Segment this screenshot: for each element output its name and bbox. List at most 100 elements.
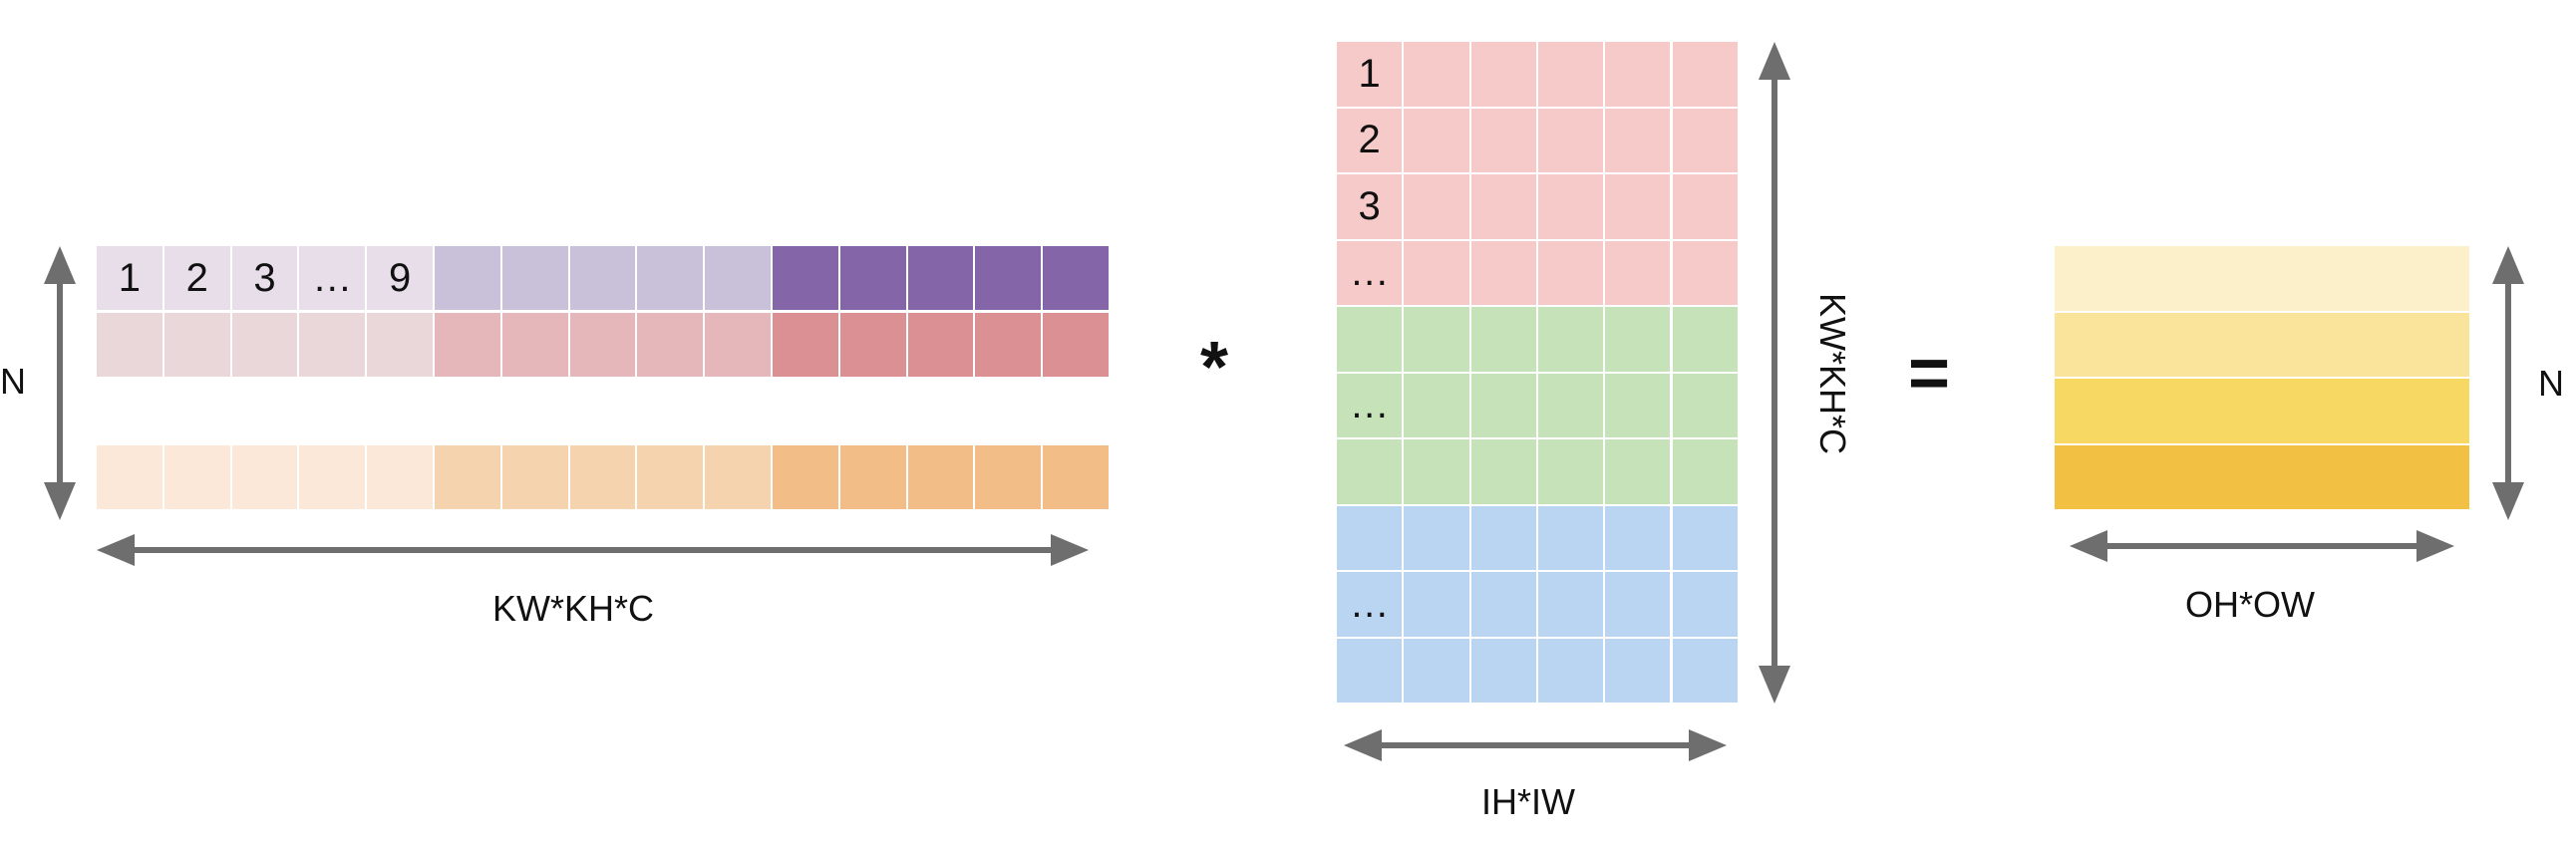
left-cell-r3-c7 — [501, 445, 568, 509]
left-cell-r3-c1 — [97, 445, 162, 509]
middle-cell-r2-c6 — [1672, 108, 1738, 172]
middle-cell-r7-c2 — [1404, 439, 1469, 504]
left-cell-r2-c10 — [705, 313, 771, 377]
middle-cell-r3-c2 — [1404, 174, 1469, 239]
middle-cell-r8-c5 — [1605, 505, 1671, 570]
left-cell-r3-c13 — [907, 445, 974, 509]
left-cell-r1-c14 — [975, 246, 1042, 310]
middle-cell-r5-c1 — [1337, 307, 1403, 372]
equals-operator: = — [1908, 334, 1951, 414]
middle-cell-r8-c3 — [1470, 505, 1536, 570]
multiply-operator: * — [1200, 328, 1229, 408]
middle-cell-r6-c4 — [1537, 373, 1604, 437]
middle-cell-r9-c6 — [1672, 572, 1738, 637]
middle-cell-r7-c4 — [1537, 439, 1604, 504]
right-height-arrow — [2492, 246, 2524, 520]
left-cell-r3-c11 — [773, 445, 838, 509]
middle-cell-r2-c1: 2 — [1337, 108, 1403, 172]
left-cell-r2-c8 — [569, 313, 636, 377]
middle-cell-r4-c2 — [1404, 240, 1469, 305]
middle-height-arrow — [1759, 42, 1790, 703]
right-height-label: N — [2538, 363, 2564, 404]
left-cell-r3-c6 — [435, 445, 500, 509]
left-cell-r2-c4 — [299, 313, 366, 377]
middle-cell-r2-c4 — [1537, 108, 1604, 172]
middle-cell-r7-c3 — [1470, 439, 1536, 504]
middle-cell-r1-c3 — [1470, 42, 1536, 107]
left-cell-r1-c13 — [907, 246, 974, 310]
left-cell-r3-c4 — [299, 445, 366, 509]
middle-cell-r6-c6 — [1672, 373, 1738, 437]
left-cell-r2-c3 — [231, 313, 298, 377]
middle-cell-r9-c2 — [1404, 572, 1469, 637]
middle-cell-r6-c3 — [1470, 373, 1536, 437]
left-cell-r2-c11 — [773, 313, 838, 377]
right-row-1 — [2055, 246, 2469, 311]
middle-cell-r9-c5 — [1605, 572, 1671, 637]
middle-cell-r5-c4 — [1537, 307, 1604, 372]
left-cell-r1-c8 — [569, 246, 636, 310]
middle-cell-r8-c2 — [1404, 505, 1469, 570]
middle-cell-r9-c4 — [1537, 572, 1604, 637]
left-width-label: KW*KH*C — [492, 588, 655, 629]
middle-cell-r1-c4 — [1537, 42, 1604, 107]
middle-width-arrow — [1344, 729, 1727, 761]
left-height-label: N — [0, 361, 26, 402]
middle-cell-r4-c3 — [1470, 240, 1536, 305]
middle-cell-r2-c5 — [1605, 108, 1671, 172]
middle-cell-r3-c5 — [1605, 174, 1671, 239]
middle-height-label: KW*KH*C — [1812, 292, 1853, 455]
middle-cell-r4-c6 — [1672, 240, 1738, 305]
left-cell-r1-c6 — [435, 246, 500, 310]
left-cell-r1-c15 — [1043, 246, 1109, 310]
middle-cell-r1-c6 — [1672, 42, 1738, 107]
middle-cell-r4-c1: … — [1337, 240, 1403, 305]
left-cell-r3-c5 — [367, 445, 433, 509]
left-cell-r1-c4: … — [299, 246, 366, 310]
left-cell-r1-c11 — [773, 246, 838, 310]
left-cell-r3-c2 — [163, 445, 230, 509]
middle-cell-r10-c4 — [1537, 638, 1604, 702]
left-cell-r2-c14 — [975, 313, 1042, 377]
left-cell-r1-c9 — [637, 246, 704, 310]
middle-cell-r5-c5 — [1605, 307, 1671, 372]
left-cell-r3-c8 — [569, 445, 636, 509]
left-cell-r2-c2 — [163, 313, 230, 377]
left-cell-r3-c14 — [975, 445, 1042, 509]
left-cell-r2-c7 — [501, 313, 568, 377]
middle-cell-r8-c1 — [1337, 505, 1403, 570]
left-width-arrow — [97, 534, 1089, 566]
middle-cell-r9-c3 — [1470, 572, 1536, 637]
left-cell-r3-c12 — [839, 445, 906, 509]
middle-cell-r5-c2 — [1404, 307, 1469, 372]
left-cell-r2-c6 — [435, 313, 500, 377]
middle-cell-r10-c1 — [1337, 638, 1403, 702]
left-cell-r2-c15 — [1043, 313, 1109, 377]
middle-cell-r7-c6 — [1672, 439, 1738, 504]
middle-cell-r2-c3 — [1470, 108, 1536, 172]
left-cell-r1-c7 — [501, 246, 568, 310]
middle-cell-r1-c5 — [1605, 42, 1671, 107]
left-cell-r2-c13 — [907, 313, 974, 377]
right-row-3 — [2055, 379, 2469, 443]
left-cell-r1-c10 — [705, 246, 771, 310]
middle-cell-r3-c1: 3 — [1337, 174, 1403, 239]
middle-cell-r7-c5 — [1605, 439, 1671, 504]
middle-cell-r10-c5 — [1605, 638, 1671, 702]
middle-cell-r10-c6 — [1672, 638, 1738, 702]
right-row-2 — [2055, 312, 2469, 377]
left-cell-r2-c1 — [97, 313, 162, 377]
middle-cell-r1-c1: 1 — [1337, 42, 1403, 107]
left-cell-r2-c9 — [637, 313, 704, 377]
middle-width-label: IH*IW — [1481, 781, 1575, 822]
middle-cell-r2-c2 — [1404, 108, 1469, 172]
middle-cell-r3-c3 — [1470, 174, 1536, 239]
middle-cell-r7-c1 — [1337, 439, 1403, 504]
left-cell-r1-c1: 1 — [97, 246, 162, 310]
middle-cell-r6-c1: … — [1337, 373, 1403, 437]
left-cell-r1-c12 — [839, 246, 906, 310]
middle-cell-r8-c4 — [1537, 505, 1604, 570]
middle-cell-r6-c2 — [1404, 373, 1469, 437]
left-cell-r3-c3 — [231, 445, 298, 509]
